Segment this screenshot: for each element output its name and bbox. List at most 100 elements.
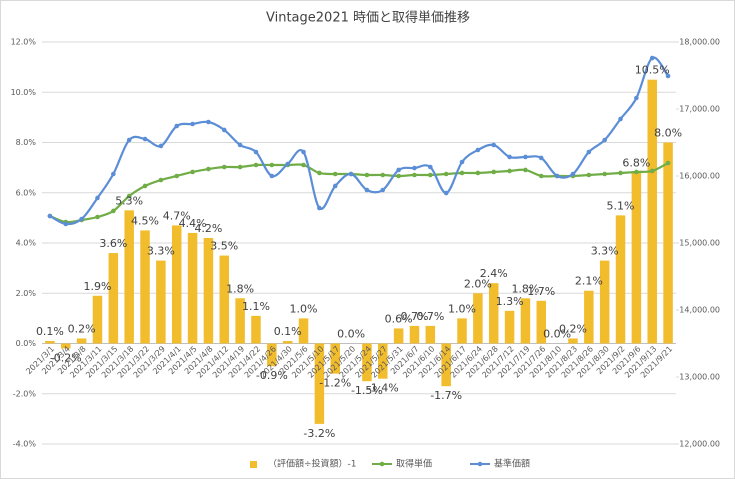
bar (171, 225, 182, 344)
point (428, 164, 433, 170)
y2-tick-label: 13,000.00 (679, 373, 720, 382)
bar (140, 230, 150, 344)
point (523, 167, 528, 173)
y-tick-label: -2.0% (13, 389, 37, 398)
data-label: 3.6% (99, 237, 127, 250)
y-tick-label: -4.0% (13, 440, 37, 449)
data-label: 4.2% (194, 222, 222, 235)
point (221, 127, 227, 133)
data-label: 0.6% (385, 312, 413, 325)
point (380, 172, 386, 178)
legend-label: 基準価額 (494, 458, 530, 470)
point (111, 208, 116, 214)
data-label: 4.7% (163, 209, 191, 222)
line (49, 56, 669, 226)
point (570, 171, 576, 177)
point (47, 213, 53, 219)
data-label: 2.1% (575, 275, 603, 288)
point (364, 187, 370, 193)
data-label: 0.0% (543, 328, 571, 341)
data-label: 2.0% (464, 277, 492, 290)
y-tick-label: 12.0% (11, 38, 37, 47)
y2-tick-label: 18,000.00 (679, 38, 720, 47)
y-tick-label: 8.0% (16, 138, 37, 147)
point (665, 160, 671, 166)
point (443, 190, 449, 196)
data-label: 6.8% (622, 157, 650, 170)
point (618, 170, 623, 176)
bar (219, 255, 230, 344)
point (649, 168, 655, 174)
point (649, 55, 655, 61)
point (190, 121, 195, 127)
point (396, 167, 401, 173)
bar (235, 298, 245, 344)
bar (378, 343, 388, 379)
point (206, 119, 211, 125)
point (301, 149, 306, 155)
data-label: 3.3% (591, 245, 619, 258)
bar (251, 315, 261, 344)
point (332, 183, 338, 189)
point (285, 161, 290, 167)
data-label: 4.4% (179, 217, 207, 230)
y2-tick-label: 16,000.00 (679, 172, 720, 181)
chart-title: Vintage2021 時価と取得単価推移 (266, 10, 470, 26)
bar (584, 290, 594, 344)
bar (520, 298, 531, 344)
bar (124, 210, 134, 344)
legend-swatch (250, 461, 257, 468)
y-tick-label: 0.0% (16, 339, 37, 348)
point (538, 155, 544, 161)
y2-tick-label: 12,000.00 (679, 440, 720, 449)
legend-swatch (379, 461, 385, 467)
point (269, 162, 275, 168)
data-label: -0.2% (50, 352, 82, 365)
point (95, 214, 100, 220)
data-label: 0.1% (36, 325, 64, 338)
point (665, 73, 671, 79)
point (269, 173, 275, 179)
y-tick-label: 10.0% (11, 88, 37, 97)
bar (631, 172, 642, 344)
bar (314, 343, 325, 424)
y-tick-label: 4.0% (16, 239, 37, 248)
point (491, 142, 497, 148)
bar (187, 232, 198, 344)
data-label: 4.5% (131, 214, 159, 227)
data-label: -3.2% (303, 427, 335, 440)
point (253, 149, 259, 155)
point (111, 171, 116, 177)
point (380, 187, 386, 193)
point (412, 165, 417, 171)
bar (267, 343, 277, 367)
point (586, 149, 592, 155)
bar (615, 215, 626, 344)
bar (409, 325, 420, 344)
line (49, 162, 669, 224)
data-label: 1.8% (511, 282, 539, 295)
point (79, 216, 84, 222)
bar (362, 343, 372, 382)
bar (663, 142, 673, 344)
data-label: 8.0% (654, 127, 682, 140)
data-label: -1.7% (430, 389, 462, 402)
bar (92, 295, 103, 344)
point (348, 171, 354, 177)
data-label: 1.7% (527, 285, 555, 298)
point (158, 177, 164, 183)
legend-label: 取得単価 (396, 458, 432, 470)
y2-tick-label: 14,000.00 (679, 306, 720, 315)
point (95, 195, 100, 201)
data-label: 0.1% (274, 325, 302, 338)
point (475, 170, 481, 176)
point (538, 173, 544, 179)
point (523, 154, 528, 160)
data-label: 0.2% (68, 322, 96, 335)
data-label: 0.7% (416, 310, 444, 323)
point (317, 205, 322, 211)
point (142, 136, 148, 142)
point (63, 221, 69, 227)
